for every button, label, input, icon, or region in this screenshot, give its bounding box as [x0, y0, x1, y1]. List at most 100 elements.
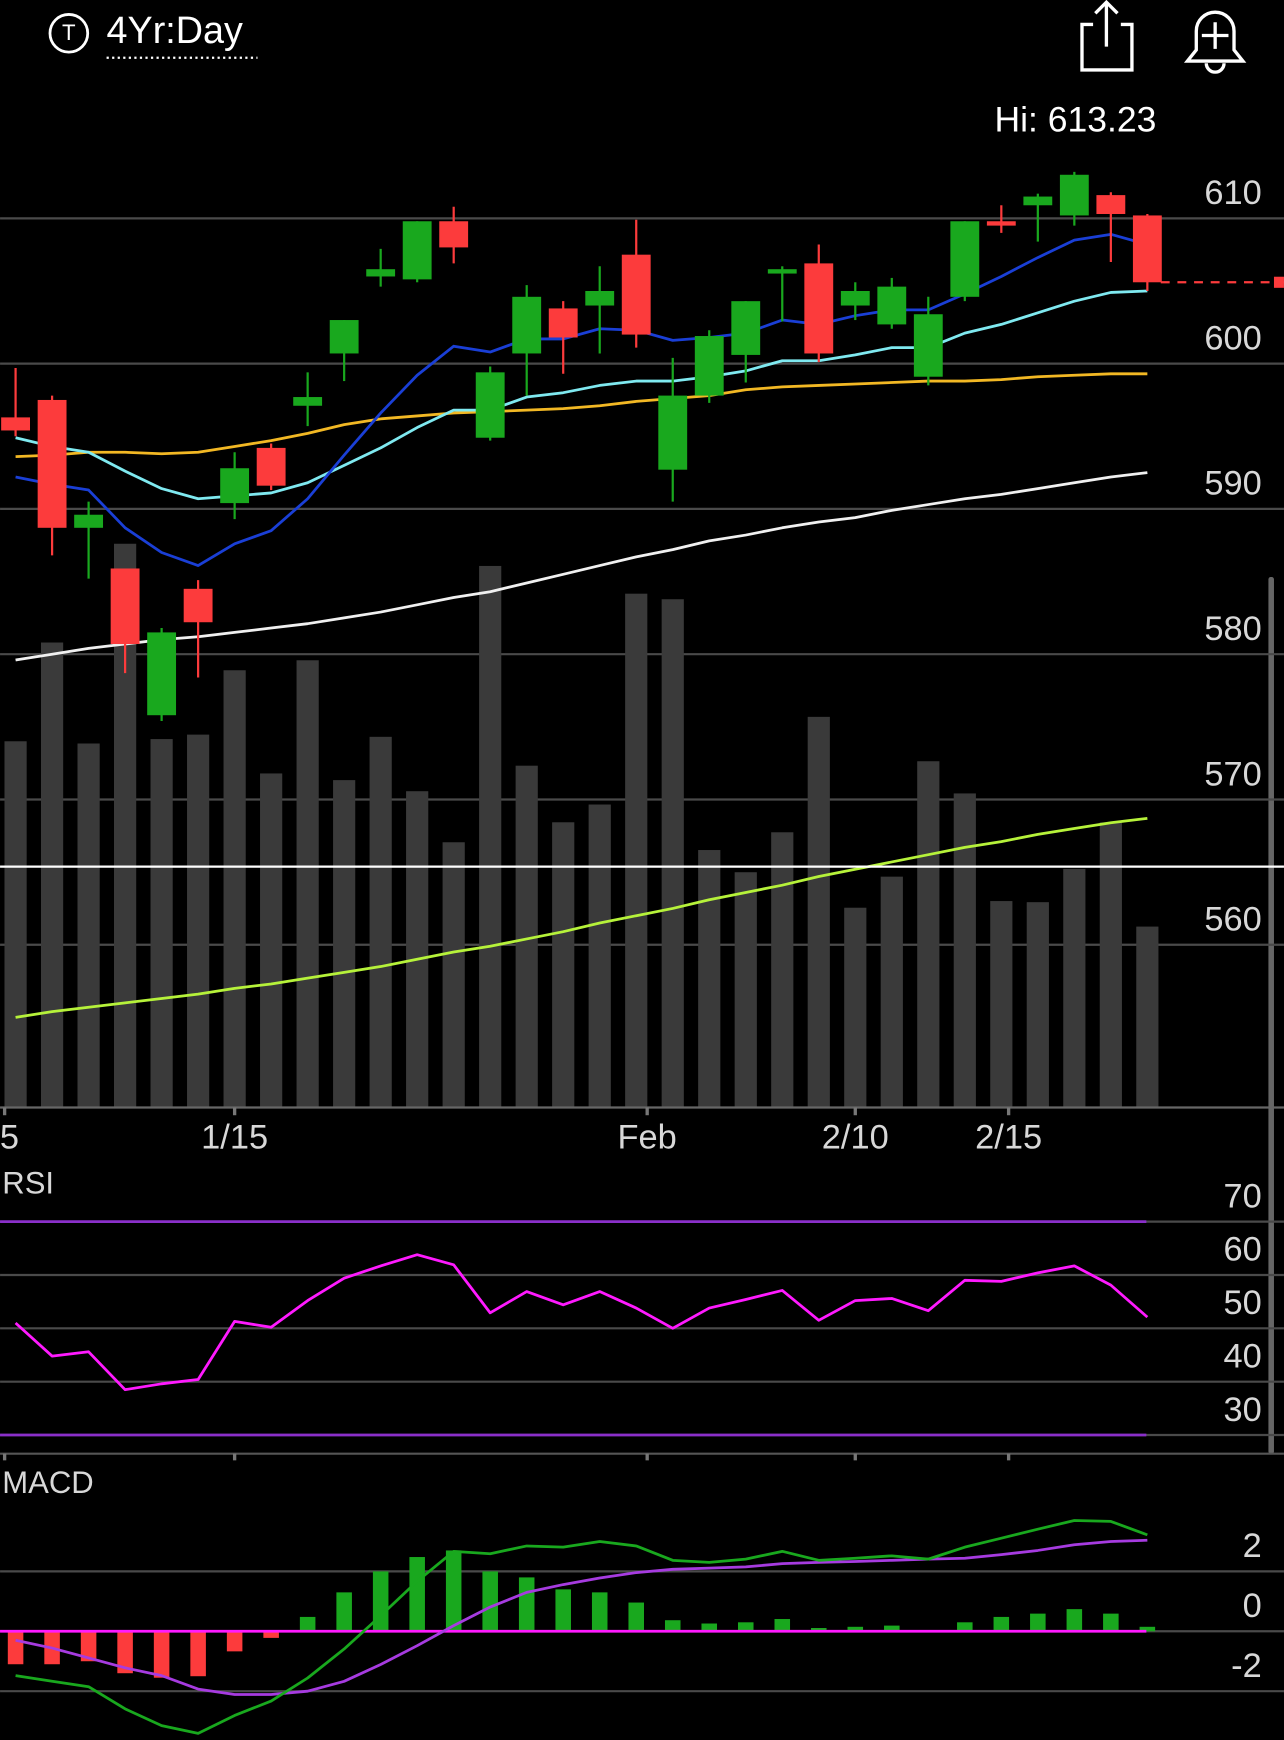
share-button[interactable] — [1080, 0, 1134, 72]
volume-bar — [260, 773, 283, 1108]
rsi-title: RSI — [2, 1165, 54, 1200]
share-box — [1080, 22, 1134, 72]
candle-body — [840, 290, 870, 306]
candle-body — [475, 372, 505, 438]
candle-body — [1023, 196, 1053, 206]
y-tick-label: 2 — [1243, 1527, 1262, 1565]
y-tick-label: 40 — [1223, 1337, 1261, 1375]
y-tick-label: 600 — [1204, 319, 1261, 357]
candle-body — [548, 308, 578, 338]
candle-body — [402, 221, 432, 280]
moving-average-line — [15, 816, 1148, 1019]
volume-bar — [150, 739, 173, 1108]
histogram-bar — [1030, 1613, 1046, 1632]
volume-bar — [296, 660, 319, 1108]
candle-body — [950, 221, 980, 297]
x-tick-label: Feb — [618, 1119, 677, 1157]
histogram-bar — [591, 1592, 608, 1632]
rsi-line — [14, 1253, 1149, 1392]
histogram-bar — [153, 1631, 170, 1678]
volume-bar — [1099, 822, 1122, 1108]
bell — [1183, 10, 1247, 63]
candle-body — [366, 269, 396, 277]
histogram-bar — [518, 1577, 535, 1632]
volume-bar — [515, 765, 538, 1108]
y-tick-label: 610 — [1204, 174, 1261, 212]
y-tick-label: 50 — [1223, 1284, 1261, 1322]
volume-bar — [880, 876, 903, 1108]
last-price-marker — [1273, 276, 1284, 288]
candle-body — [913, 314, 943, 377]
y-tick-label: 560 — [1204, 901, 1261, 939]
y-tick-label: 70 — [1223, 1177, 1261, 1215]
histogram-bar — [226, 1631, 243, 1652]
candle-body — [986, 221, 1016, 226]
histogram-bar — [884, 1625, 900, 1632]
y-tick-label: 0 — [1243, 1587, 1262, 1625]
volume-bar — [369, 736, 392, 1108]
volume-bar — [990, 901, 1013, 1108]
volume-bar — [1026, 902, 1049, 1108]
volume-bar — [1136, 926, 1159, 1108]
candle-body — [767, 269, 797, 274]
x-tick-label: 2/10 — [822, 1119, 889, 1157]
candle-body — [147, 632, 177, 716]
histogram-bar — [299, 1616, 316, 1632]
candle-body — [183, 588, 213, 623]
histogram-bar — [847, 1626, 864, 1632]
volume-bar — [625, 593, 648, 1108]
volume-bar — [187, 734, 210, 1108]
moving-average-line — [15, 471, 1148, 662]
candle-body — [1059, 174, 1089, 216]
volume-bar — [734, 872, 757, 1108]
candle-body — [74, 514, 104, 528]
histogram-bar — [190, 1631, 206, 1677]
header: T 4Yr:Day — [48, 0, 1247, 74]
histogram-bar — [80, 1631, 97, 1662]
y-tick-label: 60 — [1223, 1231, 1261, 1269]
histogram-bar — [628, 1602, 644, 1632]
volume-bar — [844, 907, 867, 1108]
histogram-bar — [774, 1619, 791, 1632]
volume-bar — [771, 832, 794, 1108]
volume-bar — [588, 804, 611, 1108]
histogram-bar — [1139, 1626, 1156, 1632]
histogram-bar — [555, 1589, 571, 1632]
candle-body — [110, 568, 140, 645]
candle-body — [256, 447, 286, 486]
volume-bar — [661, 599, 684, 1108]
histogram-bar — [117, 1631, 133, 1674]
x-tick-label: 1/15 — [201, 1119, 268, 1157]
moving-average-line — [15, 372, 1148, 459]
candle-body — [512, 296, 542, 354]
histogram-bar — [701, 1623, 718, 1632]
candle-body — [439, 221, 469, 248]
volume-bar — [552, 822, 575, 1108]
volume-bar — [114, 543, 137, 1108]
volume-bar — [77, 743, 100, 1108]
x-tick-label: 2/15 — [975, 1119, 1042, 1157]
histogram-bar — [1103, 1613, 1119, 1632]
candle-body — [1132, 215, 1162, 283]
candle-body — [694, 336, 724, 396]
ticker-icon — [48, 13, 90, 54]
histogram-bar — [482, 1571, 498, 1632]
y-tick-label: 590 — [1204, 465, 1261, 503]
candle-body — [220, 468, 250, 504]
volume-bar — [698, 850, 721, 1108]
candle-body — [621, 254, 651, 335]
range-selector[interactable]: 4Yr:Day — [107, 9, 243, 51]
candle-body — [293, 397, 323, 406]
candle-body — [877, 286, 907, 325]
bell-clapper — [1204, 63, 1226, 74]
candle-body — [1, 417, 31, 431]
signal-line — [15, 1538, 1148, 1696]
alert-button[interactable] — [1183, 10, 1247, 74]
histogram-bar — [993, 1616, 1010, 1632]
volume-bar — [917, 761, 940, 1108]
volume-bar — [333, 780, 356, 1108]
volume-bar — [406, 791, 429, 1108]
volume-bar — [4, 741, 27, 1108]
y-tick-label: -2 — [1231, 1647, 1262, 1685]
